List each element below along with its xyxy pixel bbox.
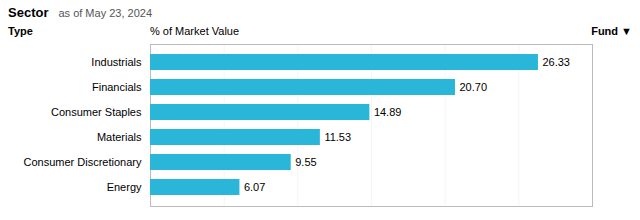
svg-text:26.33: 26.33 — [542, 56, 570, 68]
svg-text:14.89: 14.89 — [374, 106, 402, 118]
html-text:as of May 23, 2024: as of May 23, 2024 — [58, 7, 152, 19]
svg-text:Materials: Materials — [97, 131, 142, 143]
svg-text:20.70: 20.70 — [459, 81, 487, 93]
svg-text:9.55: 9.55 — [295, 156, 316, 168]
svg-text:Energy: Energy — [107, 181, 142, 193]
svg-text:Consumer Staples: Consumer Staples — [51, 106, 142, 118]
html-text:Fund ▼: Fund ▼ — [591, 25, 632, 37]
svg-text:11.53: 11.53 — [324, 131, 351, 143]
svg-text:Consumer Discretionary: Consumer Discretionary — [24, 156, 142, 168]
svg-text:Industrials: Industrials — [91, 56, 142, 68]
svg-text:6.07: 6.07 — [244, 181, 265, 193]
html-text:% of Market Value: % of Market Value — [150, 25, 240, 37]
svg-text:Financials: Financials — [92, 81, 142, 93]
html-text:Sector: Sector — [8, 5, 49, 20]
html-text:Type: Type — [8, 25, 33, 37]
